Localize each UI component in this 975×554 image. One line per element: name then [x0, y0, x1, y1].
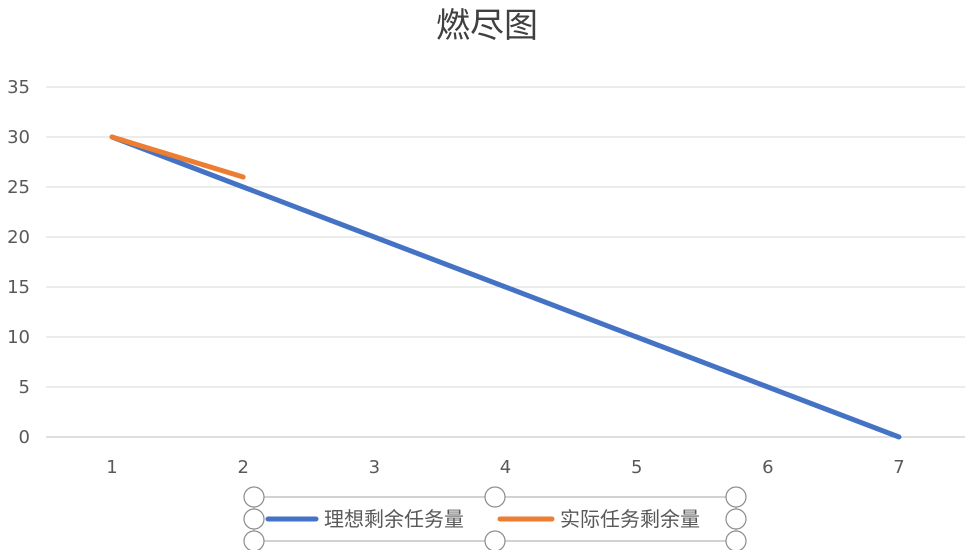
legend-resize-handle[interactable] — [725, 530, 747, 552]
legend-resize-handle[interactable] — [484, 530, 506, 552]
series-lines — [109, 134, 902, 440]
legend-resize-handle[interactable] — [243, 486, 265, 508]
x-tick-label: 7 — [893, 457, 904, 478]
x-tick-label: 4 — [500, 457, 511, 478]
y-tick-label: 0 — [19, 427, 30, 448]
legend-resize-handle[interactable] — [725, 508, 747, 530]
legend-resize-handle[interactable] — [243, 508, 265, 530]
y-tick-label: 25 — [7, 177, 30, 198]
chart-title: 燃尽图 — [436, 6, 538, 46]
x-tick-label: 1 — [106, 457, 117, 478]
x-axis-ticks: 1 2 3 4 5 6 7 — [106, 457, 904, 478]
y-tick-label: 35 — [7, 77, 30, 98]
x-tick-label: 3 — [369, 457, 380, 478]
legend-resize-handle[interactable] — [725, 486, 747, 508]
gridlines — [46, 86, 965, 438]
y-tick-label: 20 — [7, 227, 30, 248]
x-tick-label: 5 — [631, 457, 642, 478]
legend[interactable]: 理想剩余任务量 实际任务剩余量 — [243, 486, 747, 552]
y-tick-label: 15 — [7, 277, 30, 298]
legend-label-1: 理想剩余任务量 — [324, 507, 464, 531]
legend-resize-handle[interactable] — [484, 486, 506, 508]
x-tick-label: 6 — [762, 457, 773, 478]
y-axis-ticks: 0 5 10 15 20 25 30 35 — [7, 77, 30, 448]
y-tick-label: 30 — [7, 127, 30, 148]
x-tick-label: 2 — [237, 457, 248, 478]
y-tick-label: 10 — [7, 327, 30, 348]
legend-resize-handle[interactable] — [243, 530, 265, 552]
series-line-1 — [109, 134, 902, 440]
legend-label-2: 实际任务剩余量 — [560, 507, 700, 531]
y-tick-label: 5 — [19, 377, 30, 398]
series-line-2 — [109, 134, 246, 180]
